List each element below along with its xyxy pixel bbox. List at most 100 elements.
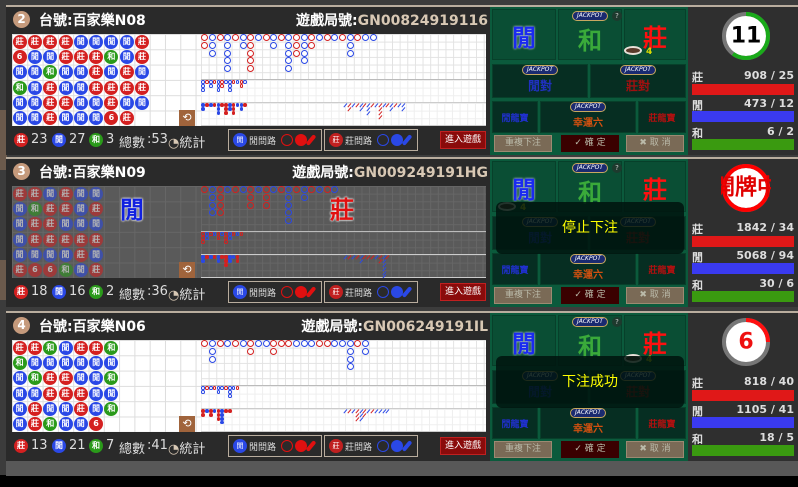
bet-player-dragon[interactable]: 閒龍寶 xyxy=(492,407,538,439)
slash-icon xyxy=(305,440,317,452)
bead-tie: 和 xyxy=(58,263,73,278)
bead-player: 閒 xyxy=(12,386,27,401)
big-road-mark xyxy=(224,41,232,49)
tie-count: 2 xyxy=(106,284,115,299)
big-road-mark xyxy=(293,49,301,57)
enter-game-button[interactable]: 進入遊戲 xyxy=(440,131,486,149)
bet-lucky-six[interactable]: JACKPOT 幸運六 xyxy=(540,101,636,133)
big-road-mark xyxy=(224,49,232,57)
bead-player: 閒 xyxy=(89,217,104,232)
cancel-button[interactable]: ✖ 取 消 xyxy=(626,441,684,458)
bet-lucky-six[interactable]: JACKPOT 幸運六 xyxy=(540,253,636,285)
small-road-mark xyxy=(216,103,221,107)
bead-banker: 莊 xyxy=(73,401,88,416)
big-road-mark xyxy=(339,34,346,42)
big-road-mark xyxy=(254,34,262,42)
swap-road-icon[interactable]: ⟲ xyxy=(179,416,195,432)
bet-tie[interactable]: JACKPOT 和 xyxy=(558,9,622,60)
big-eye-mark xyxy=(239,84,244,88)
bet-banker-dragon[interactable]: 莊龍寶 xyxy=(638,101,686,133)
big-eye-mark xyxy=(228,393,232,398)
banker-ask-road-button[interactable]: 莊 莊問路 xyxy=(324,281,418,303)
table-panel: 4 台號:百家樂N06 遊戲局號:GN006249191IL 莊和閒閒閒閒莊閒和… xyxy=(6,311,798,461)
enter-game-button[interactable]: 進入遊戲 xyxy=(440,283,486,301)
bead-player: 閒 xyxy=(58,80,73,95)
bead-player: 閒 xyxy=(27,95,42,110)
stats-button[interactable]: ◔統計 xyxy=(168,438,205,457)
side-tab xyxy=(0,110,7,170)
bet-player[interactable]: 閒 xyxy=(492,9,556,60)
banker-ask-road-button[interactable]: 莊 莊問路 xyxy=(324,435,418,457)
bead-player: 閒 xyxy=(119,34,134,49)
player-ask-road-button[interactable]: 閒 閒問路 xyxy=(228,281,322,303)
bead-banker: 莊 xyxy=(27,186,42,201)
bead-banker: 莊 xyxy=(27,34,42,49)
small-road-mark xyxy=(212,409,217,413)
bead-player: 閒 xyxy=(73,263,88,278)
small-road-mark xyxy=(231,107,236,111)
bet-lucky-six-label: 幸運六 xyxy=(573,424,603,435)
big-road xyxy=(201,340,486,386)
cancel-button[interactable]: ✖ 取 消 xyxy=(626,287,684,304)
banker-ask-road-button[interactable]: 莊 莊問路 xyxy=(324,129,418,151)
hollow-circle-icon xyxy=(281,286,293,298)
bet-banker-dragon[interactable]: 莊龍寶 xyxy=(638,407,686,439)
repeat-bet-button[interactable]: 重複下注 xyxy=(494,287,552,304)
stat-tie-value: 6 / 2 xyxy=(767,125,794,138)
repeat-bet-button[interactable]: 重複下注 xyxy=(494,441,552,458)
player-ask-road-button[interactable]: 閒 閒問路 xyxy=(228,435,322,457)
cockroach-mark xyxy=(386,409,391,414)
bead-player: 閒 xyxy=(104,355,119,370)
cockroach-road xyxy=(344,255,486,278)
big-eye-mark xyxy=(201,87,205,92)
big-eye-mark xyxy=(224,236,228,240)
bet-banker-dragon[interactable]: 莊龍寶 xyxy=(638,253,686,285)
bet-player-dragon[interactable]: 閒龍寶 xyxy=(492,253,538,285)
swap-road-icon[interactable]: ⟲ xyxy=(179,110,195,126)
big-road-mark xyxy=(339,340,346,348)
cancel-button[interactable]: ✖ 取 消 xyxy=(626,135,684,152)
big-road-mark xyxy=(208,355,216,363)
big-eye-mark xyxy=(220,232,225,236)
stat-player-value: 5068 / 94 xyxy=(736,249,794,262)
help-icon[interactable]: ? xyxy=(612,163,622,173)
small-road-mark xyxy=(216,255,221,259)
help-icon[interactable]: ? xyxy=(612,11,622,21)
stats-button[interactable]: ◔統計 xyxy=(168,284,205,303)
big-eye-mark xyxy=(201,386,205,390)
bet-player-dragon[interactable]: 閒龍寶 xyxy=(492,101,538,133)
bead-banker: 莊 xyxy=(58,232,73,247)
bead-banker: 莊 xyxy=(89,232,104,247)
small-road-mark xyxy=(220,255,225,259)
big-road-mark xyxy=(201,340,209,348)
big-eye-mark xyxy=(228,87,232,92)
big-eye-mark xyxy=(228,232,232,236)
big-eye-mark xyxy=(231,386,236,390)
enter-game-button[interactable]: 進入遊戲 xyxy=(440,437,486,455)
bead-player: 閒 xyxy=(119,49,134,64)
player-ask-label: 閒問路 xyxy=(249,443,277,453)
confirm-button[interactable]: ✓ 確 定 xyxy=(561,441,619,458)
pie-chart-icon: ◔ xyxy=(168,442,180,457)
stats-button[interactable]: ◔統計 xyxy=(168,132,205,151)
big-eye-mark xyxy=(235,80,240,84)
bet-lucky-six[interactable]: JACKPOT 幸運六 xyxy=(540,407,636,439)
bet-banker-pair[interactable]: JACKPOT 莊對 xyxy=(590,64,686,98)
help-icon[interactable]: ? xyxy=(612,317,622,327)
jackpot-badge: JACKPOT xyxy=(569,102,607,112)
confirm-button[interactable]: ✓ 確 定 xyxy=(561,287,619,304)
bet-tie[interactable]: JACKPOT 和 xyxy=(558,161,622,212)
small-road-mark xyxy=(216,110,221,115)
swap-road-icon[interactable]: ⟲ xyxy=(179,262,195,278)
tie-count: 3 xyxy=(106,132,115,147)
bead-player: 閒 xyxy=(119,95,134,110)
confirm-button[interactable]: ✓ 確 定 xyxy=(561,135,619,152)
tie-bar xyxy=(692,445,794,456)
cockroach-mark xyxy=(359,259,364,264)
stats-label: 統計 xyxy=(179,442,206,457)
bead-player: 閒 xyxy=(27,247,42,262)
repeat-bet-button[interactable]: 重複下注 xyxy=(494,135,552,152)
player-ask-road-button[interactable]: 閒 閒問路 xyxy=(228,129,322,151)
bet-player-pair[interactable]: JACKPOT 閒對 xyxy=(492,64,588,98)
bet-stats: 6 莊 818 / 40 閒 1105 / 41 和 18 / 5 xyxy=(688,313,798,461)
